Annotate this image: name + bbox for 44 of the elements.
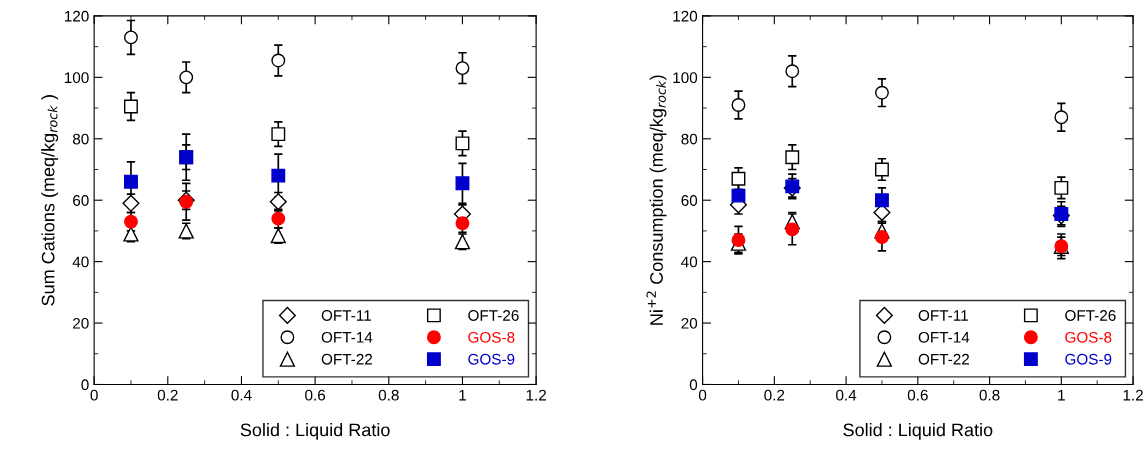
legend-label: OFT-14 bbox=[321, 331, 373, 343]
x-tick-label: 0.2 bbox=[157, 389, 178, 401]
x-tick-label: 0.2 bbox=[764, 389, 785, 401]
y-tick-label: 60 bbox=[73, 195, 89, 206]
legend-label: OFT-22 bbox=[918, 353, 969, 365]
y-tick-label: 0 bbox=[81, 379, 89, 391]
x-tick-label: 0 bbox=[90, 389, 98, 401]
legend-label: OFT-26 bbox=[1065, 310, 1116, 321]
x-tick-label: 1 bbox=[459, 389, 466, 401]
x-tick-label: 0 bbox=[698, 389, 707, 401]
y-tick-label: 40 bbox=[681, 256, 698, 268]
legend-label: GOS-9 bbox=[1065, 353, 1112, 365]
y-tick-label: 20 bbox=[681, 317, 698, 329]
x-tick-label: 0.4 bbox=[231, 389, 252, 401]
x-tick-label: 0.6 bbox=[305, 389, 326, 401]
x-tick-label: 0.8 bbox=[979, 389, 1000, 401]
x-tick-label: 1 bbox=[1058, 389, 1065, 401]
y-axis-title: Ni$^{+2}$ Consumption (meq/kg$_{rock}$) bbox=[646, 75, 667, 325]
legend-label: GOS-8 bbox=[468, 331, 515, 343]
x-tick-label: 1.2 bbox=[526, 389, 546, 401]
y-tick-label: 60 bbox=[681, 195, 698, 206]
legend-label: GOS-9 bbox=[468, 353, 515, 365]
x-tick-label: 1.2 bbox=[1123, 389, 1143, 401]
y-tick-label: 120 bbox=[673, 10, 698, 22]
x-tick-label: 0.4 bbox=[836, 389, 857, 401]
y-tick-label: 0 bbox=[689, 379, 698, 391]
legend-label: GOS-8 bbox=[1065, 331, 1112, 343]
y-tick-label: 20 bbox=[73, 317, 89, 329]
x-axis-title: Solid : Liquid Ratio bbox=[240, 423, 390, 440]
y-axis-title: Sum Cations (meq/kg$_{rock}$ ) bbox=[41, 95, 59, 306]
x-tick-label: 0.6 bbox=[907, 389, 928, 401]
y-tick-label: 80 bbox=[72, 133, 89, 145]
legend-label: OFT-11 bbox=[321, 310, 371, 321]
y-tick-label: 100 bbox=[64, 72, 89, 84]
legend-label: OFT-22 bbox=[321, 353, 373, 365]
x-axis-title: Solid : Liquid Ratio bbox=[843, 423, 993, 440]
legend-label: OFT-14 bbox=[918, 331, 970, 343]
y-tick-label: 120 bbox=[64, 10, 89, 22]
y-tick-label: 80 bbox=[681, 133, 698, 145]
legend-label: OFT-11 bbox=[918, 310, 968, 321]
y-tick-label: 40 bbox=[72, 256, 89, 268]
x-tick-label: 0.8 bbox=[378, 389, 399, 401]
legend-label: OFT-26 bbox=[468, 310, 519, 321]
y-tick-label: 100 bbox=[673, 72, 698, 84]
